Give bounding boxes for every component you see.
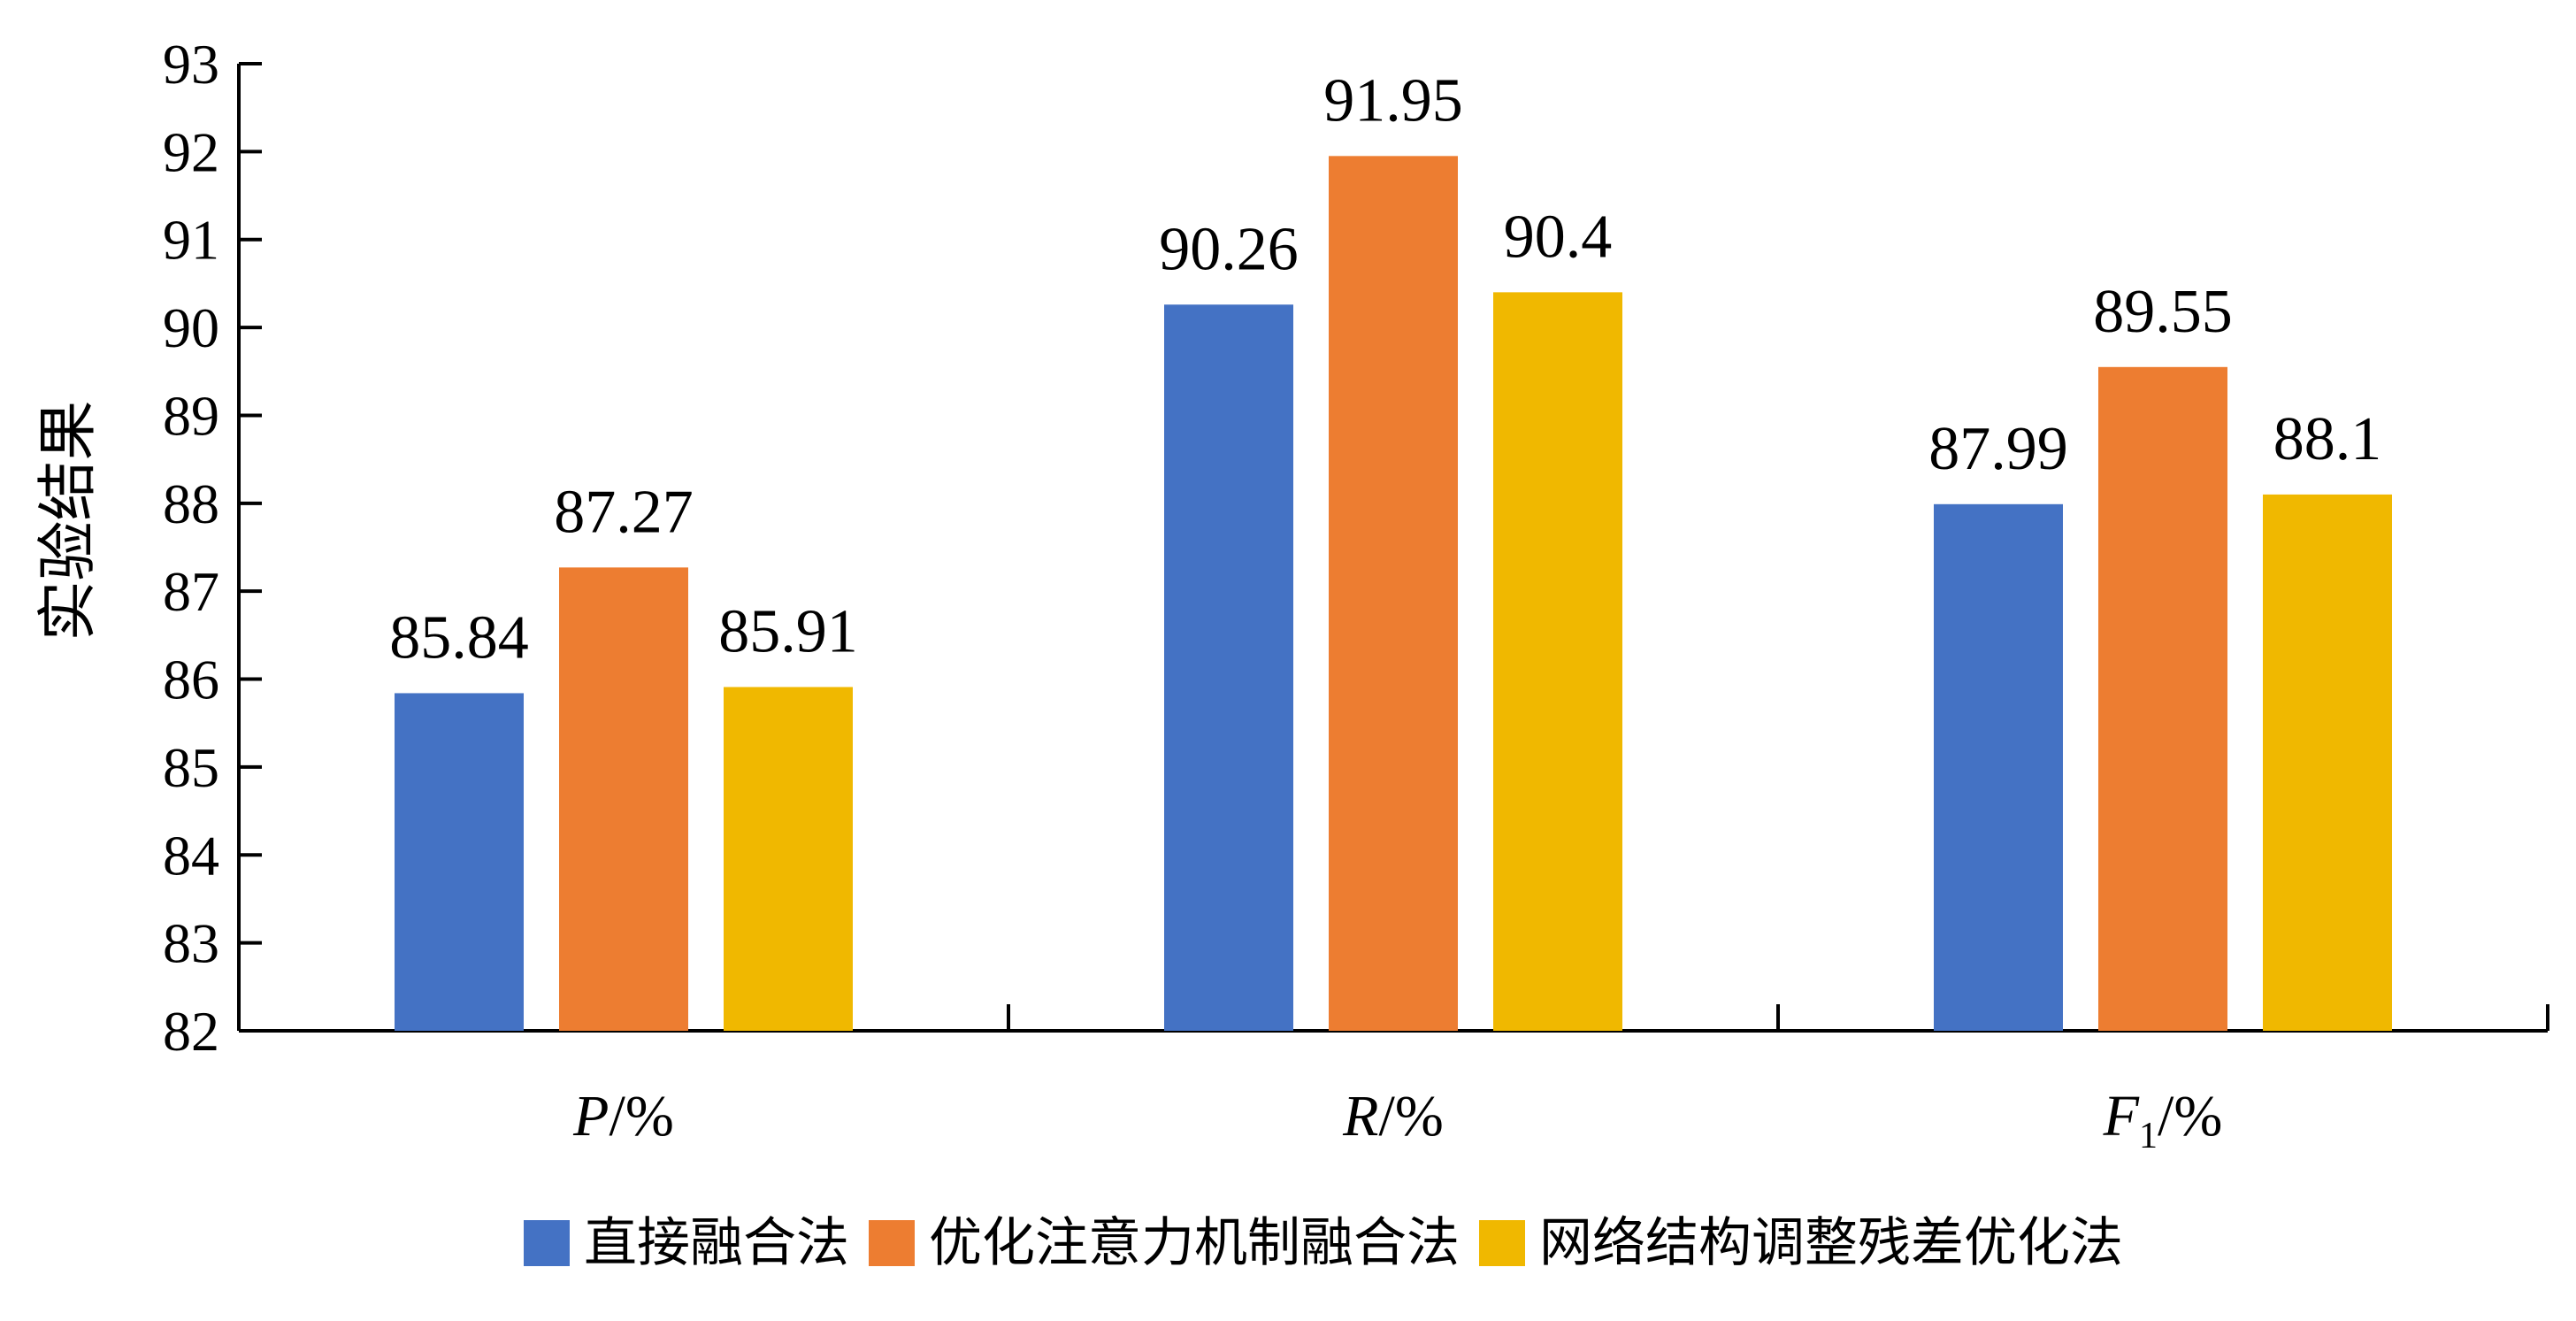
- axes: 82 83 84 85 86 87 88 89 90 91 92 93 实验结果 P/% R/% F1/%: [34, 33, 2549, 1156]
- data-label: 87.99: [1928, 415, 2068, 483]
- data-label: 88.1: [2273, 405, 2382, 473]
- data-label: 90.4: [1504, 203, 1613, 271]
- y-tick-label: 92: [163, 120, 219, 183]
- y-tick-label: 93: [163, 33, 219, 96]
- y-tick-label: 89: [163, 384, 219, 447]
- y-tick-label: 82: [163, 1000, 219, 1063]
- y-tick-label: 83: [163, 912, 219, 975]
- x-category-label: P/%: [572, 1084, 674, 1148]
- y-tick-label: 90: [163, 296, 219, 359]
- bar: [395, 693, 524, 1031]
- legend-label: 直接融合法: [584, 1212, 849, 1274]
- bar: [724, 687, 853, 1031]
- bar: [1493, 292, 1622, 1031]
- y-tick-label: 84: [163, 824, 219, 887]
- bars: [395, 156, 2392, 1032]
- bar: [1934, 503, 2063, 1031]
- data-label: 87.27: [554, 478, 694, 546]
- bar: [1164, 304, 1293, 1032]
- data-label: 90.26: [1159, 215, 1299, 283]
- y-tick-label: 88: [163, 472, 219, 535]
- legend-label: 优化注意力机制融合法: [929, 1212, 1460, 1274]
- legend-swatch: [524, 1220, 570, 1266]
- y-tick-label: 91: [163, 209, 219, 272]
- legend-swatch: [869, 1220, 915, 1266]
- legend-swatch: [1479, 1220, 1525, 1266]
- bar: [2098, 366, 2227, 1031]
- y-tick-label: 87: [163, 560, 219, 623]
- bar: [1329, 156, 1458, 1032]
- data-label: 91.95: [1323, 66, 1463, 134]
- x-category-label: R/%: [1342, 1084, 1444, 1148]
- legend: 直接融合法 优化注意力机制融合法 网络结构调整残差优化法: [524, 1212, 2123, 1274]
- bar: [559, 567, 688, 1031]
- y-axis-title: 实验结果: [34, 400, 104, 641]
- data-labels: 85.84 87.27 85.91 90.26 91.95 90.4 87.99 89.55 8…: [389, 66, 2381, 672]
- y-tick-label: 85: [163, 736, 219, 799]
- data-label: 85.84: [389, 603, 529, 672]
- legend-label: 网络结构调整残差优化法: [1539, 1212, 2123, 1274]
- data-label: 89.55: [2093, 278, 2233, 346]
- bar: [2263, 494, 2392, 1031]
- data-label: 85.91: [718, 597, 858, 665]
- x-category-label: F1/%: [2103, 1084, 2223, 1156]
- y-tick-label: 86: [163, 649, 219, 711]
